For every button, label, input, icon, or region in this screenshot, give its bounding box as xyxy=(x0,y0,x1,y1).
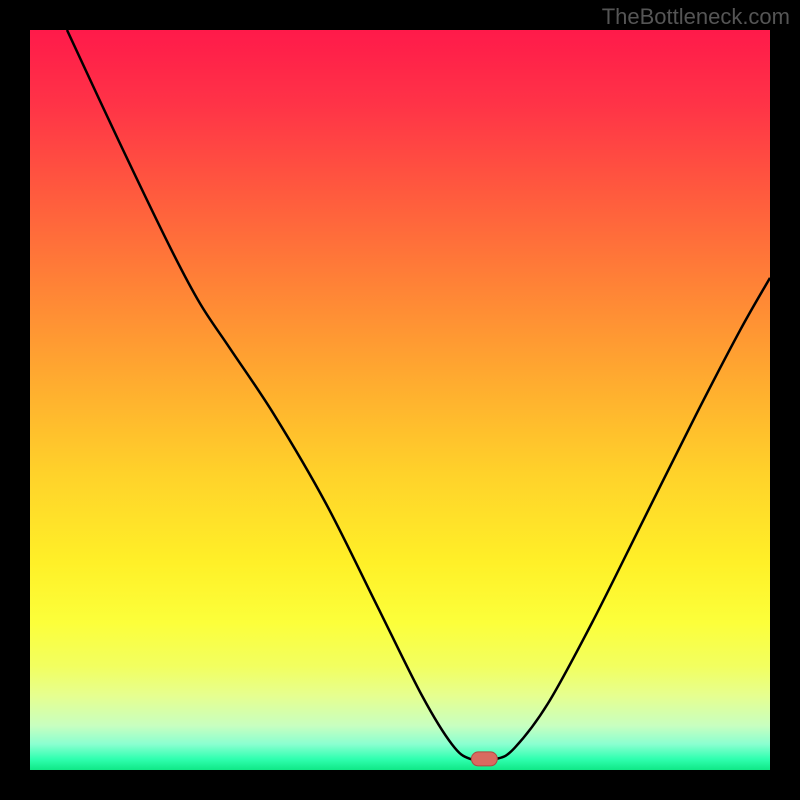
bottleneck-chart xyxy=(0,0,800,800)
chart-container: TheBottleneck.com xyxy=(0,0,800,800)
optimal-marker xyxy=(471,752,497,766)
watermark-text: TheBottleneck.com xyxy=(602,4,790,30)
plot-background xyxy=(30,30,770,770)
